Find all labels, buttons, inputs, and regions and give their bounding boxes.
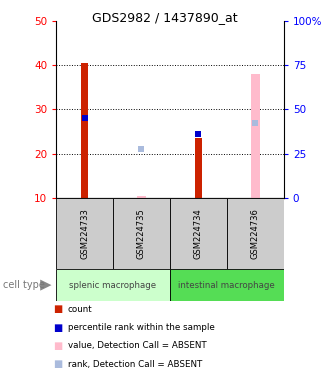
Text: ■: ■ [53, 304, 62, 314]
Text: intestinal macrophage: intestinal macrophage [179, 281, 275, 290]
Text: GSM224736: GSM224736 [251, 208, 260, 259]
Text: ■: ■ [53, 359, 62, 369]
Bar [195, 138, 202, 198]
Text: rank, Detection Call = ABSENT: rank, Detection Call = ABSENT [68, 360, 202, 369]
Bar [56, 269, 170, 301]
Bar [170, 198, 227, 269]
Text: count: count [68, 305, 92, 314]
Text: value, Detection Call = ABSENT: value, Detection Call = ABSENT [68, 341, 206, 351]
Bar [81, 63, 88, 198]
Text: cell type: cell type [3, 280, 45, 290]
Text: GSM224734: GSM224734 [194, 208, 203, 259]
Bar [250, 74, 260, 198]
Bar [227, 198, 284, 269]
Polygon shape [40, 280, 51, 291]
Text: ■: ■ [53, 323, 62, 333]
Text: percentile rank within the sample: percentile rank within the sample [68, 323, 214, 332]
Text: splenic macrophage: splenic macrophage [69, 281, 157, 290]
Bar [113, 198, 170, 269]
Text: ■: ■ [53, 341, 62, 351]
Bar [56, 198, 113, 269]
Text: GDS2982 / 1437890_at: GDS2982 / 1437890_at [92, 11, 238, 24]
Text: GSM224735: GSM224735 [137, 208, 146, 259]
Text: GSM224733: GSM224733 [80, 208, 89, 259]
Bar [170, 269, 284, 301]
Bar [137, 195, 146, 198]
